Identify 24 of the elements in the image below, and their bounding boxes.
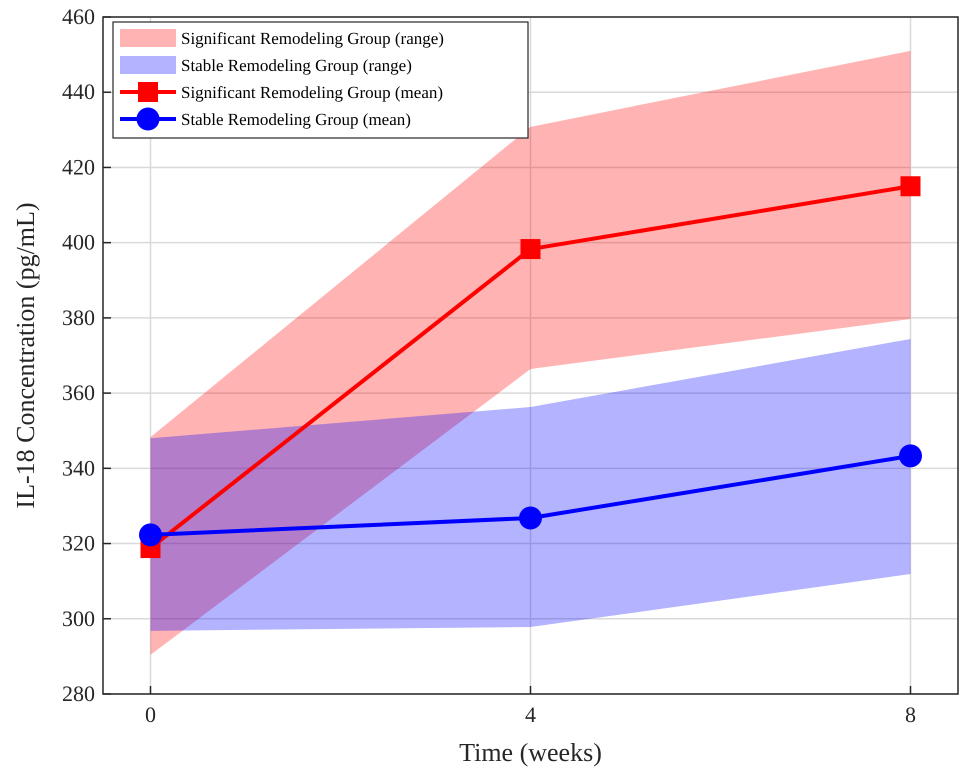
y-tick-label: 380 (62, 304, 95, 330)
y-tick-label: 300 (62, 606, 95, 631)
y-tick-label: 460 (62, 4, 95, 29)
x-axis-title: Time (weeks) (459, 738, 602, 767)
y-tick-label: 340 (62, 455, 95, 480)
point (900, 176, 920, 196)
y-tick-label: 360 (62, 380, 95, 406)
legend-label: Stable Remodeling Group (mean) (181, 110, 411, 129)
y-tick-label: 320 (62, 530, 95, 556)
y-tick-label: 440 (62, 79, 95, 104)
y-axis-title: IL-18 Concentration (pg/mL) (11, 202, 40, 509)
x-tick-label: 0 (145, 702, 156, 727)
point (519, 506, 542, 530)
point (139, 523, 162, 546)
y-tick-label: 280 (62, 681, 95, 706)
y-tick-label: 400 (62, 230, 95, 255)
point (899, 444, 922, 468)
y-tick-label: 420 (62, 154, 95, 180)
legend-label: Significant Remodeling Group (range) (181, 29, 444, 48)
x-tick-label: 8 (905, 702, 916, 727)
point (520, 239, 540, 260)
legend-label: Significant Remodeling Group (mean) (181, 83, 444, 102)
x-tick-label: 4 (525, 702, 536, 727)
legend-label: Stable Remodeling Group (range) (181, 56, 412, 75)
